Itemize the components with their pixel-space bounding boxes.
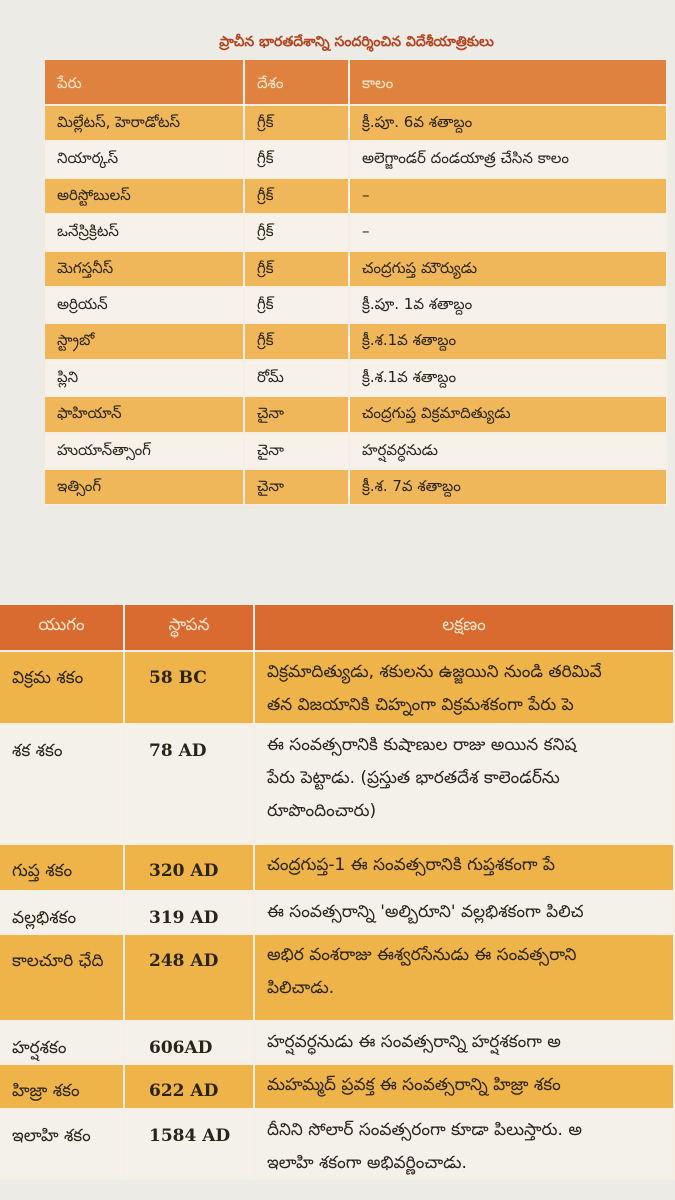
cell: గుప్త శకం <box>0 845 125 892</box>
text-line: ఈ సంవత్సరాన్ని 'అల్బిరూని' వల్లభిశకంగా ప… <box>267 902 584 922</box>
cell: ఒనేస్రిక్రిటస్ <box>45 215 245 252</box>
cell: మిల్లేటస్, హెరాడోటస్ <box>45 106 245 143</box>
header-cell: లక్షణం <box>255 605 675 652</box>
cell: 1584 AD <box>125 1110 255 1180</box>
cell: చంద్రగుప్త విక్రమాదిత్యుడు <box>350 397 668 434</box>
cell: హుయాన్‌త్సాంగ్ <box>45 433 245 470</box>
cell: విక్రమ శకం <box>0 652 125 725</box>
cell: గ్రీక్ <box>245 288 350 325</box>
cell: కాలచూరి ఛేది <box>0 935 125 1022</box>
header-cell: యుగం <box>0 605 125 652</box>
cell: ఈ సంవత్సరాన్ని 'అల్బిరూని' వల్లభిశకంగా ప… <box>255 892 675 935</box>
cell: ఇలాహి శకం <box>0 1110 125 1180</box>
cell: గ్రీక్ <box>245 178 350 216</box>
cell: క్రీ.శ.1వ శతాబ్దం <box>350 324 668 361</box>
cell: గ్రీక్ <box>245 251 350 288</box>
cell: ఫాహియాన్ <box>45 397 245 434</box>
cell: అలెగ్జాండర్ దండయాత్ర చేసిన కాలం <box>350 142 668 179</box>
header-cell: పేరు <box>45 60 245 106</box>
cell: 622 AD <box>125 1065 255 1110</box>
text-line: అభిర వంశరాజు ఈశ్వరసేనుడు ఈ సంవత్సరాని <box>267 945 577 965</box>
text-line: ఇలాహి శకంగా అభివర్ణించాడు. <box>267 1153 467 1173</box>
cell: 78 AD <box>125 725 255 845</box>
cell: గ్రీక్ <box>245 142 350 179</box>
cell: నియార్కస్ <box>45 142 245 179</box>
text-line: మహమ్మద్ ప్రవక్త ఈ సంవత్సరాన్ని హిజ్రా శక… <box>267 1075 561 1095</box>
cell: క్రీ.శ. 7వ శతాబ్దం <box>350 470 668 507</box>
cell: చంద్రగుప్త మౌర్యుడు <box>350 251 668 288</box>
cell: మెగస్తనీస్ <box>45 251 245 288</box>
cell: గ్రీక్ <box>245 215 350 252</box>
cell: హర్షవర్ధనుడు <box>350 433 668 470</box>
cell: చైనా <box>245 470 350 507</box>
header-cell: దేశం <box>245 60 350 106</box>
cell: గ్రీక్ <box>245 324 350 361</box>
text-line: రూపొందించారు) <box>267 801 377 821</box>
text-line: దీనిని సోలార్ సంవత్సరంగా కూడా పిలుస్తారు… <box>267 1120 582 1140</box>
cell: క్రీ.శ.1వ శతాబ్దం <box>350 360 668 398</box>
cell: 248 AD <box>125 935 255 1022</box>
cell: శక శకం <box>0 725 125 845</box>
cell: 58 BC <box>125 652 255 725</box>
cell: హర్షవర్ధనుడు ఈ సంవత్సరాన్ని హర్షశకంగా అ <box>255 1022 675 1065</box>
cell: చైనా <box>245 397 350 434</box>
cell: గ్రీక్ <box>245 106 350 143</box>
header-cell: స్థాపన <box>125 605 255 652</box>
cell: అరిస్టోబులస్ <box>45 178 245 216</box>
cell: – <box>350 178 668 216</box>
cell: అర్రియన్ <box>45 288 245 325</box>
cell: ఇత్సింగ్ <box>45 470 245 507</box>
cell: 320 AD <box>125 845 255 892</box>
cell: దీనిని సోలార్ సంవత్సరంగా కూడా పిలుస్తారు… <box>255 1110 675 1180</box>
cell: స్ట్రాబో <box>45 324 245 361</box>
cell: క్రీ.పూ. 1వ శతాబ్దం <box>350 288 668 325</box>
header-cell: కాలం <box>350 60 668 106</box>
cell: ఈ సంవత్సరానికి కుషాణుల రాజు అయిన కనిష పేర… <box>255 725 675 845</box>
text-line: హర్షవర్ధనుడు ఈ సంవత్సరాన్ని హర్షశకంగా అ <box>267 1032 561 1052</box>
cell: హర్షశకం <box>0 1022 125 1065</box>
text-line: చంద్రగుప్త-1 ఈ సంవత్సరానికి గుప్తశకంగా ప… <box>267 855 555 875</box>
text-line: ఈ సంవత్సరానికి కుషాణుల రాజు అయిన కనిష <box>267 735 577 755</box>
cell: ప్లిని <box>45 360 245 398</box>
text-line: పిలిచాడు. <box>267 978 335 998</box>
cell: చంద్రగుప్త-1 ఈ సంవత్సరానికి గుప్తశకంగా ప… <box>255 845 675 892</box>
cell: – <box>350 215 668 252</box>
text-line: తన విజయానికి చిహ్నంగా విక్రమశకంగా పేరు ప… <box>267 695 574 715</box>
table-title: ప్రాచీన భారతదేశాన్ని సందర్శించిన విదేశీయ… <box>219 34 494 50</box>
cell: క్రీ.పూ. 6వ శతాబ్దం <box>350 106 668 143</box>
text-line: విక్రమాదిత్యుడు, శకులను ఉజ్జయిని నుండి త… <box>267 662 602 682</box>
cell: వల్లభిశకం <box>0 892 125 935</box>
cell: విక్రమాదిత్యుడు, శకులను ఉజ్జయిని నుండి త… <box>255 652 675 725</box>
text-line: పేరు పెట్టాడు. (ప్రస్తుత భారతదేశ కాలెండర… <box>267 768 560 788</box>
cell: చైనా <box>245 433 350 470</box>
cell: అభిర వంశరాజు ఈశ్వరసేనుడు ఈ సంవత్సరాని పిల… <box>255 935 675 1022</box>
cell: హిజ్రా శకం <box>0 1065 125 1110</box>
cell: 606AD <box>125 1022 255 1065</box>
cell: మహమ్మద్ ప్రవక్త ఈ సంవత్సరాన్ని హిజ్రా శక… <box>255 1065 675 1110</box>
cell: 319 AD <box>125 892 255 935</box>
cell: రోమ్ <box>245 360 350 398</box>
